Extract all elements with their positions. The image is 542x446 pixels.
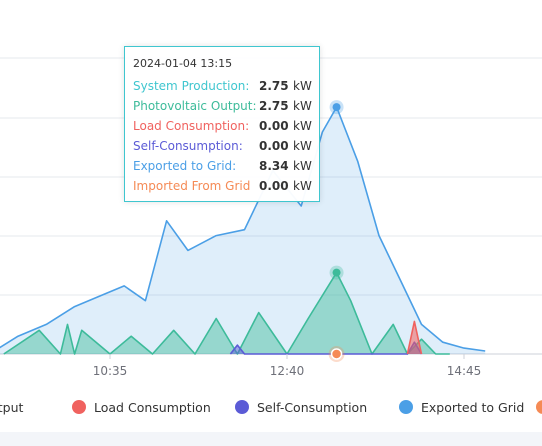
legend-swatch [72, 400, 86, 414]
tooltip-row: Imported From Grid 0.00 kW [133, 176, 312, 196]
x-tick-label: 12:40 [270, 364, 305, 378]
tooltip-time: 2024-01-04 13:15 [133, 57, 233, 70]
legend-label: Load Consumption [94, 399, 211, 415]
legend-item[interactable]: Self-Consumption [235, 395, 367, 419]
legend-swatch [399, 400, 413, 414]
tooltip-value: 0.00 [259, 139, 289, 153]
x-axis: 10:35 12:40 14:45 [93, 354, 482, 378]
chart-legend: Output Load Consumption Self-Consumption Ex… [0, 395, 542, 419]
tooltip-value: 0.00 [259, 179, 289, 193]
legend-label: Output [0, 399, 24, 415]
tooltip-series-name: System Production: [133, 79, 250, 93]
tooltip-unit: kW [293, 79, 312, 93]
series-photovoltaic-output-line [3, 271, 450, 355]
legend-item[interactable]: Output [0, 395, 23, 419]
exported-marker [332, 103, 341, 112]
legend-swatch [536, 400, 542, 414]
tooltip-unit: kW [293, 99, 312, 113]
tooltip-series-name: Imported From Grid [133, 179, 251, 193]
tooltip-series-name: Load Consumption: [133, 119, 250, 133]
legend-swatch [235, 400, 249, 414]
tooltip-unit: kW [293, 119, 312, 133]
tooltip-rows: System Production: 2.75 kW Photovoltaic Out… [133, 76, 312, 196]
tooltip-series-name: Self-Consumption: [133, 139, 243, 153]
tooltip-value: 8.34 [259, 159, 289, 173]
legend-item[interactable]: Load Consumption [72, 395, 211, 419]
series-load-consumption-line [406, 320, 423, 355]
series-photovoltaic-output-fill [3, 272, 450, 354]
tooltip-series-name: Exported to Grid: [133, 159, 237, 173]
tooltip-row: Exported to Grid: 8.34 kW [133, 156, 312, 176]
series-load-consumption-fill [407, 321, 422, 354]
import-marker [330, 348, 343, 360]
tooltip-series-name: Photovoltaic Output: [133, 99, 257, 113]
tooltip-unit: kW [293, 159, 312, 173]
tooltip-unit: kW [293, 139, 312, 153]
tooltip-row: Self-Consumption: 0.00 kW [133, 136, 312, 156]
legend-item[interactable]: Exported to Grid [399, 395, 524, 419]
x-tick-label: 14:45 [447, 364, 482, 378]
series-areas [0, 106, 486, 355]
tooltip-row: System Production: 2.75 kW [133, 76, 312, 96]
tooltip-value: 0.00 [259, 119, 289, 133]
tooltip-row: Load Consumption: 0.00 kW [133, 116, 312, 136]
tooltip-value: 2.75 [259, 79, 289, 93]
chart-svg: 10:35 12:40 14:45 [0, 57, 542, 378]
legend-label: Self-Consumption [257, 399, 368, 415]
tooltip-row: Photovoltaic Output: 2.75 kW [133, 96, 312, 116]
hover-markers [328, 100, 345, 362]
legend-item[interactable] [536, 395, 542, 419]
legend-label: Exported to Grid [421, 399, 525, 415]
bottom-scroll-track [0, 432, 542, 446]
x-tick-label: 10:35 [93, 364, 128, 378]
pv-marker [332, 268, 341, 277]
chart-tooltip: 2024-01-04 13:15 System Production: 2.75 k… [124, 46, 320, 202]
tooltip-value: 2.75 [259, 99, 289, 113]
tooltip-unit: kW [293, 179, 312, 193]
